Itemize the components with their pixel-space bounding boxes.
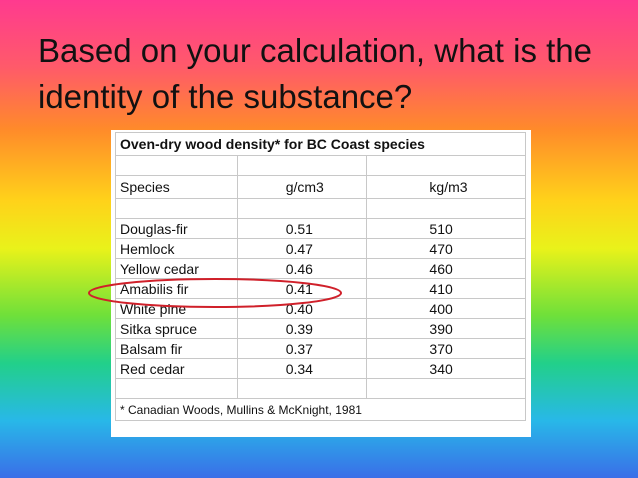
data-row: Yellow cedar 0.46 460 [115,258,526,279]
header-row: Species g/cm3 kg/m3 [115,175,526,199]
footnote-row: * Canadian Woods, Mullins & McKnight, 19… [115,398,526,421]
slide-title: Based on your calculation, what is the i… [38,32,592,115]
table-cell: 0.47 [236,238,368,259]
data-row: Red cedar 0.34 340 [115,358,526,379]
table-cell: Amabilis fir [115,278,238,299]
table-cell: Balsam fir [115,338,238,359]
table-cell: Yellow cedar [115,258,238,279]
table-cell: 340 [366,358,526,379]
table-body: Oven-dry wood density* for BC Coast spec… [115,132,526,421]
table-cell: Red cedar [115,358,238,379]
header-cell: g/cm3 [236,175,368,199]
header-cell: kg/m3 [366,175,526,199]
table-caption: Oven-dry wood density* for BC Coast spec… [115,132,526,156]
table-cell: Douglas-fir [115,218,238,239]
spacer-row [115,378,526,399]
caption-row: Oven-dry wood density* for BC Coast spec… [115,132,526,156]
spacer-row [115,198,526,219]
table-panel: Oven-dry wood density* for BC Coast spec… [111,130,531,437]
table-cell: Sitka spruce [115,318,238,339]
table-footnote: * Canadian Woods, Mullins & McKnight, 19… [115,398,526,421]
data-row: Balsam fir 0.37 370 [115,338,526,359]
data-row: Hemlock 0.47 470 [115,238,526,259]
data-row: Sitka spruce 0.39 390 [115,318,526,339]
table-cell: 0.46 [236,258,368,279]
data-row: White pine 0.40 400 [115,298,526,319]
highlight-ellipse [88,278,342,308]
table-cell: 390 [366,318,526,339]
density-table: Oven-dry wood density* for BC Coast spec… [115,132,526,421]
table-cell: Hemlock [115,238,238,259]
